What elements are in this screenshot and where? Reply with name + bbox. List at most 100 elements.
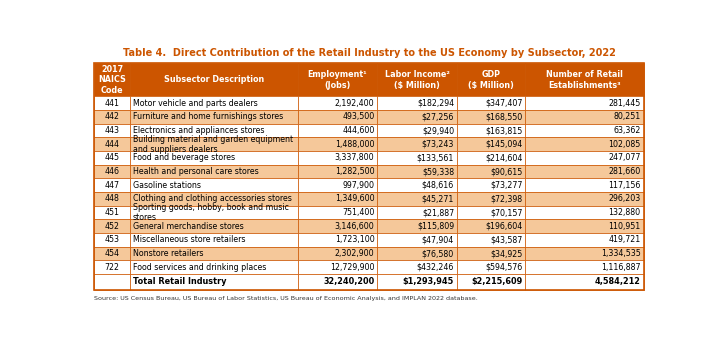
Bar	[457, 96, 526, 110]
Bar	[457, 192, 526, 206]
Text: $45,271: $45,271	[422, 194, 454, 203]
Bar	[297, 63, 377, 96]
Bar	[297, 233, 377, 247]
Text: 132,880: 132,880	[608, 208, 641, 217]
Bar	[130, 233, 297, 247]
Bar	[526, 165, 644, 179]
Text: 12,729,900: 12,729,900	[330, 263, 374, 272]
Bar	[94, 96, 130, 110]
Bar	[297, 192, 377, 206]
Bar	[94, 220, 130, 233]
Bar	[377, 124, 457, 137]
Bar	[377, 137, 457, 151]
Text: Furniture and home furnishings stores: Furniture and home furnishings stores	[133, 113, 283, 121]
Text: 441: 441	[105, 99, 120, 108]
Text: 4,584,212: 4,584,212	[595, 277, 641, 287]
Text: 296,203: 296,203	[608, 194, 641, 203]
Bar	[94, 233, 130, 247]
Bar	[457, 206, 526, 220]
Text: 419,721: 419,721	[608, 235, 641, 245]
Text: $2,215,609: $2,215,609	[472, 277, 523, 287]
Bar	[377, 260, 457, 274]
Bar	[377, 151, 457, 165]
Text: 3,337,800: 3,337,800	[335, 153, 374, 162]
Bar	[457, 151, 526, 165]
Bar	[94, 63, 644, 290]
Text: $90,615: $90,615	[490, 167, 523, 176]
Text: Labor Income²
($ Million): Labor Income² ($ Million)	[384, 70, 449, 90]
Text: Total Retail Industry: Total Retail Industry	[133, 277, 226, 287]
Text: $76,580: $76,580	[422, 249, 454, 258]
Text: 448: 448	[105, 194, 120, 203]
Text: 722: 722	[105, 263, 120, 272]
Bar	[457, 137, 526, 151]
Text: $27,256: $27,256	[422, 113, 454, 121]
Bar	[130, 165, 297, 179]
Text: General merchandise stores: General merchandise stores	[133, 222, 243, 231]
Text: 444: 444	[105, 140, 120, 149]
Text: 1,349,600: 1,349,600	[335, 194, 374, 203]
Text: 452: 452	[105, 222, 120, 231]
Bar	[526, 179, 644, 192]
Bar	[377, 110, 457, 124]
Bar	[457, 247, 526, 260]
Bar	[130, 260, 297, 274]
Bar	[297, 110, 377, 124]
Bar	[377, 206, 457, 220]
Text: Number of Retail
Establishments³: Number of Retail Establishments³	[546, 70, 623, 90]
Bar	[526, 220, 644, 233]
Text: 102,085: 102,085	[608, 140, 641, 149]
Text: Gasoline stations: Gasoline stations	[133, 181, 201, 190]
Text: $347,407: $347,407	[485, 99, 523, 108]
Text: $21,887: $21,887	[422, 208, 454, 217]
Text: $594,576: $594,576	[485, 263, 523, 272]
Bar	[526, 63, 644, 96]
Bar	[94, 179, 130, 192]
Text: $163,815: $163,815	[485, 126, 523, 135]
Bar	[377, 165, 457, 179]
Bar	[297, 165, 377, 179]
Text: $196,604: $196,604	[485, 222, 523, 231]
Bar	[377, 192, 457, 206]
Bar	[526, 206, 644, 220]
Bar	[457, 110, 526, 124]
Text: 1,723,100: 1,723,100	[335, 235, 374, 245]
Text: 1,116,887: 1,116,887	[601, 263, 641, 272]
Bar	[130, 179, 297, 192]
Bar	[297, 151, 377, 165]
Bar	[297, 274, 377, 290]
Text: $48,616: $48,616	[422, 181, 454, 190]
Text: 453: 453	[105, 235, 120, 245]
Bar	[130, 151, 297, 165]
Bar	[377, 233, 457, 247]
Text: $34,925: $34,925	[490, 249, 523, 258]
Text: 2,302,900: 2,302,900	[335, 249, 374, 258]
Text: 454: 454	[105, 249, 120, 258]
Bar	[297, 137, 377, 151]
Text: 751,400: 751,400	[342, 208, 374, 217]
Text: 80,251: 80,251	[613, 113, 641, 121]
Text: Nonstore retailers: Nonstore retailers	[133, 249, 204, 258]
Bar	[526, 274, 644, 290]
Bar	[457, 233, 526, 247]
Text: 451: 451	[105, 208, 120, 217]
Bar	[457, 165, 526, 179]
Bar	[94, 274, 130, 290]
Text: 281,445: 281,445	[608, 99, 641, 108]
Text: Source: US Census Bureau, US Bureau of Labor Statistics, US Bureau of Economic A: Source: US Census Bureau, US Bureau of L…	[94, 297, 478, 302]
Bar	[297, 206, 377, 220]
Bar	[130, 96, 297, 110]
Text: $115,809: $115,809	[417, 222, 454, 231]
Text: $72,398: $72,398	[490, 194, 523, 203]
Text: 32,240,200: 32,240,200	[323, 277, 374, 287]
Bar	[526, 151, 644, 165]
Text: $43,587: $43,587	[490, 235, 523, 245]
Text: $214,604: $214,604	[485, 153, 523, 162]
Text: Electronics and appliances stores: Electronics and appliances stores	[133, 126, 264, 135]
Text: Building material and garden equipment
and suppliers dealers: Building material and garden equipment a…	[133, 135, 293, 154]
Text: 442: 442	[105, 113, 120, 121]
Text: 443: 443	[105, 126, 120, 135]
Bar	[457, 274, 526, 290]
Text: $1,293,945: $1,293,945	[402, 277, 454, 287]
Text: Miscellaneous store retailers: Miscellaneous store retailers	[133, 235, 246, 245]
